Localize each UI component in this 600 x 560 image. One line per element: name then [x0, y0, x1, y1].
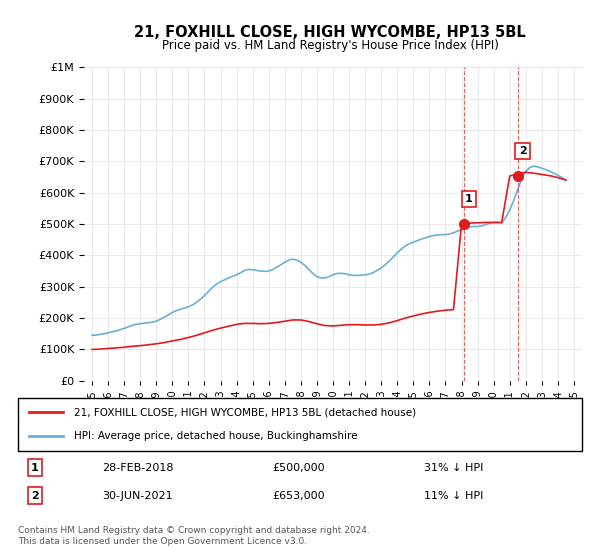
Text: 1: 1 [31, 463, 39, 473]
Text: 30-JUN-2021: 30-JUN-2021 [103, 491, 173, 501]
Text: 11% ↓ HPI: 11% ↓ HPI [424, 491, 484, 501]
Text: 21, FOXHILL CLOSE, HIGH WYCOMBE, HP13 5BL: 21, FOXHILL CLOSE, HIGH WYCOMBE, HP13 5B… [134, 25, 526, 40]
Text: 1: 1 [465, 194, 473, 204]
Text: Price paid vs. HM Land Registry's House Price Index (HPI): Price paid vs. HM Land Registry's House … [161, 39, 499, 52]
Text: 21, FOXHILL CLOSE, HIGH WYCOMBE, HP13 5BL (detached house): 21, FOXHILL CLOSE, HIGH WYCOMBE, HP13 5B… [74, 408, 416, 418]
Text: £500,000: £500,000 [272, 463, 325, 473]
Text: 2: 2 [518, 146, 526, 156]
Text: 28-FEB-2018: 28-FEB-2018 [103, 463, 174, 473]
Text: £653,000: £653,000 [272, 491, 325, 501]
Text: HPI: Average price, detached house, Buckinghamshire: HPI: Average price, detached house, Buck… [74, 431, 358, 441]
Text: Contains HM Land Registry data © Crown copyright and database right 2024.
This d: Contains HM Land Registry data © Crown c… [18, 526, 370, 546]
Text: 31% ↓ HPI: 31% ↓ HPI [424, 463, 484, 473]
Text: 2: 2 [31, 491, 39, 501]
